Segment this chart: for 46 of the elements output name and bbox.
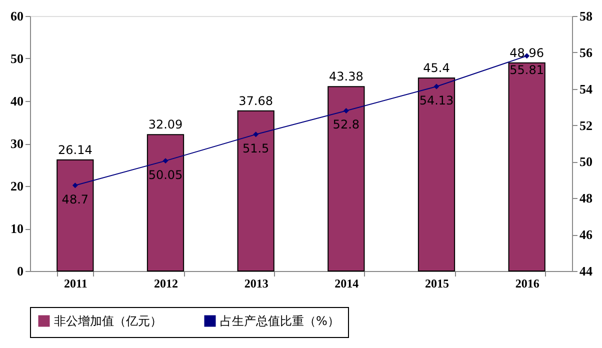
y2-tick-label: 50 [580,154,592,170]
bar [328,86,365,272]
data-label: 45.4 [423,61,450,76]
y2-tick-label: 54 [580,81,593,96]
x-tick-label: 2012 [154,276,178,290]
point [253,132,259,138]
y2-tick-label: 52 [580,118,592,133]
data-label: 50.05 [148,168,183,182]
bar [237,110,274,272]
y-tick-label: 50 [10,51,24,66]
y-tick-label: 20 [10,178,24,194]
data-label: 48.7 [62,192,89,206]
data-label: 43.38 [328,70,364,84]
x-tick-label: 2013 [244,276,268,290]
x-tick-label: 2016 [515,276,540,290]
data-label: 51.5 [242,141,270,156]
y-tick-label: 10 [10,221,24,236]
data-label: 32.09 [148,118,183,132]
bar [508,62,546,272]
point [162,158,168,164]
data-label: 52.8 [332,118,360,132]
x-tick-label: 2011 [64,276,88,290]
bar [56,159,94,272]
y-tick-label: 60 [10,8,24,24]
y2-tick-label: 44 [580,264,593,278]
y2-tick-label: 56 [580,44,593,60]
legend-label: 非公增加值（亿元） [54,314,162,328]
x-tick-label: 2015 [425,276,449,290]
data-label: 55.81 [510,62,544,77]
y2-tick-label: 58 [580,8,593,24]
y2-tick-label: 48 [580,190,593,206]
y-tick-label: 40 [10,94,24,108]
legend-label: 占生产总值比重（%） [220,314,340,328]
x-tick-label: 2014 [334,276,359,290]
bar [146,134,184,272]
point [434,84,440,90]
y2-tick-label: 46 [580,227,593,242]
y-tick-label: 0 [17,264,24,278]
data-label: 54.13 [419,93,454,108]
point [72,182,78,188]
data-label: 26.14 [58,142,92,157]
data-label: 37.68 [238,94,274,108]
bar [418,78,456,272]
y-tick-label: 30 [10,136,24,151]
data-label: 48.96 [510,46,544,60]
point [343,108,349,114]
